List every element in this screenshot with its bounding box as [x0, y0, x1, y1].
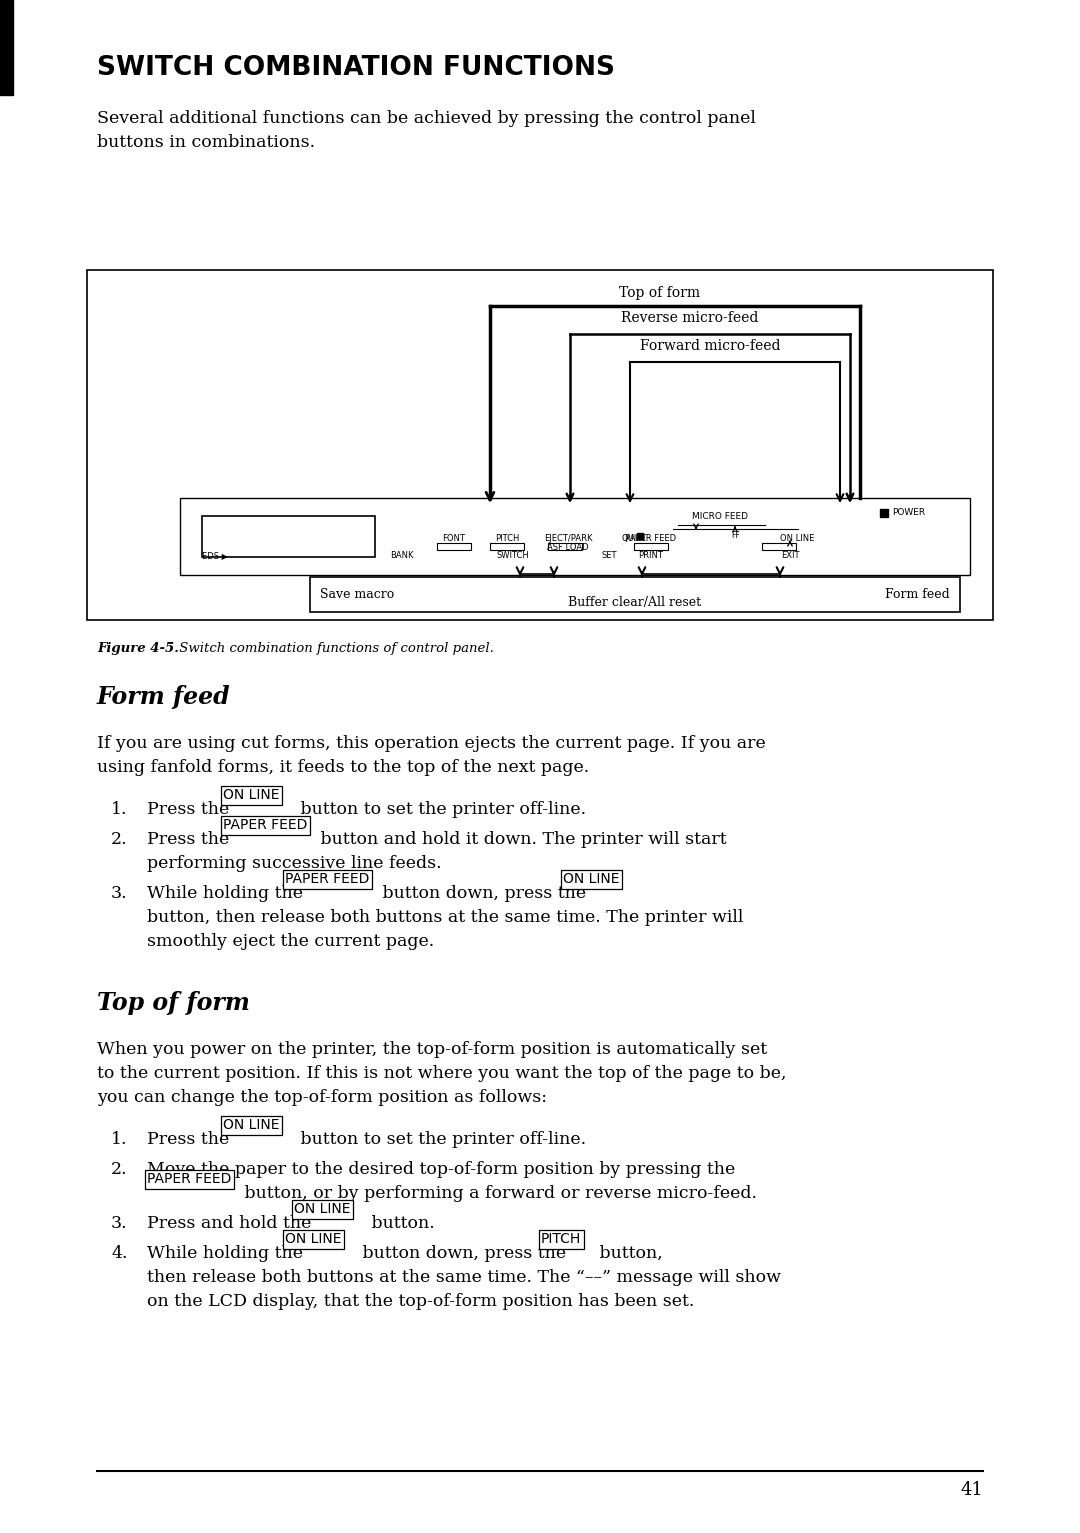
Text: button, then release both buttons at the same time. The printer will: button, then release both buttons at the…	[147, 909, 743, 926]
Text: PITCH: PITCH	[495, 533, 519, 543]
Text: Top of form: Top of form	[97, 990, 249, 1015]
Text: button down, press the: button down, press the	[377, 885, 586, 901]
Bar	[490, 543, 524, 550]
Text: While holding the: While holding the	[147, 1245, 303, 1262]
Bar	[437, 543, 471, 550]
Text: Reverse micro-feed: Reverse micro-feed	[621, 311, 758, 325]
Text: FF: FF	[731, 530, 740, 540]
Text: Form feed: Form feed	[97, 685, 231, 708]
Text: 2.: 2.	[111, 831, 127, 848]
Text: Press and hold the: Press and hold the	[147, 1216, 311, 1233]
Text: PITCH: PITCH	[541, 1233, 581, 1246]
Text: PRINT: PRINT	[638, 550, 663, 560]
Text: 1.: 1.	[111, 802, 127, 819]
Text: ON LINE: ON LINE	[222, 1118, 280, 1131]
Text: button to set the printer off-line.: button to set the printer off-line.	[295, 1131, 586, 1148]
Text: While holding the: While holding the	[147, 885, 303, 901]
Text: to the current position. If this is not where you want the top of the page to be: to the current position. If this is not …	[97, 1065, 786, 1082]
Text: Move the paper to the desired top-of-form position by pressing the: Move the paper to the desired top-of-for…	[147, 1160, 735, 1177]
Text: PAPER FEED: PAPER FEED	[147, 1173, 231, 1187]
Bar	[548, 543, 582, 550]
Text: performing successive line feeds.: performing successive line feeds.	[147, 855, 442, 872]
Text: PAPER FEED: PAPER FEED	[222, 819, 308, 832]
Text: ON LINE: ON LINE	[780, 533, 814, 543]
Text: When you power on the printer, the top-of-form position is automatically set: When you power on the printer, the top-o…	[97, 1041, 767, 1058]
Text: 2.: 2.	[111, 1160, 127, 1177]
Text: QUIET: QUIET	[622, 533, 648, 543]
Text: SET: SET	[602, 550, 617, 560]
Text: BANK: BANK	[390, 550, 414, 560]
Text: Top of form: Top of form	[620, 287, 701, 300]
Text: ON LINE: ON LINE	[222, 788, 280, 802]
Text: 41: 41	[960, 1481, 983, 1499]
Text: button,: button,	[594, 1245, 663, 1262]
Text: 3.: 3.	[111, 1216, 127, 1233]
Text: Press the: Press the	[147, 1131, 229, 1148]
Text: Press the: Press the	[147, 831, 229, 848]
Bar	[180, 498, 970, 575]
Text: ASF LOAD: ASF LOAD	[548, 543, 589, 552]
Text: 3.: 3.	[111, 885, 127, 901]
Text: PAPER FEED: PAPER FEED	[285, 872, 369, 886]
Text: ON LINE: ON LINE	[285, 1233, 341, 1246]
Text: Press the: Press the	[147, 802, 229, 819]
Text: ON LINE: ON LINE	[563, 872, 620, 886]
Text: Buffer clear/All reset: Buffer clear/All reset	[568, 596, 702, 609]
Text: on the LCD display, that the top-of-form position has been set.: on the LCD display, that the top-of-form…	[147, 1292, 694, 1311]
Text: ON LINE: ON LINE	[294, 1202, 351, 1216]
Text: 4.: 4.	[111, 1245, 127, 1262]
Text: button, or by performing a forward or reverse micro-feed.: button, or by performing a forward or re…	[239, 1185, 757, 1202]
Text: using fanfold forms, it feeds to the top of the next page.: using fanfold forms, it feeds to the top…	[97, 759, 590, 776]
Bar	[0, 0, 13, 95]
Text: then release both buttons at the same time. The “––” message will show: then release both buttons at the same ti…	[147, 1269, 781, 1286]
Text: Save macro: Save macro	[320, 589, 394, 601]
Text: FONT: FONT	[443, 533, 465, 543]
Text: button.: button.	[366, 1216, 435, 1233]
Text: If you are using cut forms, this operation ejects the current page. If you are: If you are using cut forms, this operati…	[97, 734, 766, 753]
Text: 1.: 1.	[111, 1131, 127, 1148]
Text: you can change the top-of-form position as follows:: you can change the top-of-form position …	[97, 1088, 546, 1105]
Text: POWER: POWER	[892, 507, 926, 517]
Text: SWITCH: SWITCH	[497, 550, 529, 560]
Bar	[87, 270, 993, 619]
Bar	[202, 517, 375, 556]
Bar	[634, 543, 669, 550]
Bar	[310, 576, 960, 612]
Text: Figure 4-5.: Figure 4-5.	[97, 642, 179, 655]
Text: Form feed: Form feed	[886, 589, 950, 601]
Text: smoothly eject the current page.: smoothly eject the current page.	[147, 934, 434, 950]
Text: PAPER FEED: PAPER FEED	[625, 533, 676, 543]
Text: EXIT: EXIT	[781, 550, 799, 560]
Text: Forward micro-feed: Forward micro-feed	[639, 339, 780, 353]
Text: EDS ▶: EDS ▶	[202, 550, 228, 560]
Text: Several additional functions can be achieved by pressing the control panel: Several additional functions can be achi…	[97, 110, 756, 127]
Text: button to set the printer off-line.: button to set the printer off-line.	[295, 802, 586, 819]
Text: MICRO FEED: MICRO FEED	[692, 512, 748, 521]
Text: EJECT/PARK: EJECT/PARK	[543, 533, 592, 543]
Bar	[762, 543, 796, 550]
Text: button down, press the: button down, press the	[357, 1245, 566, 1262]
Text: button and hold it down. The printer will start: button and hold it down. The printer wil…	[315, 831, 727, 848]
Text: buttons in combinations.: buttons in combinations.	[97, 133, 315, 150]
Text: Switch combination functions of control panel.: Switch combination functions of control …	[175, 642, 494, 655]
Text: SWITCH COMBINATION FUNCTIONS: SWITCH COMBINATION FUNCTIONS	[97, 55, 615, 81]
